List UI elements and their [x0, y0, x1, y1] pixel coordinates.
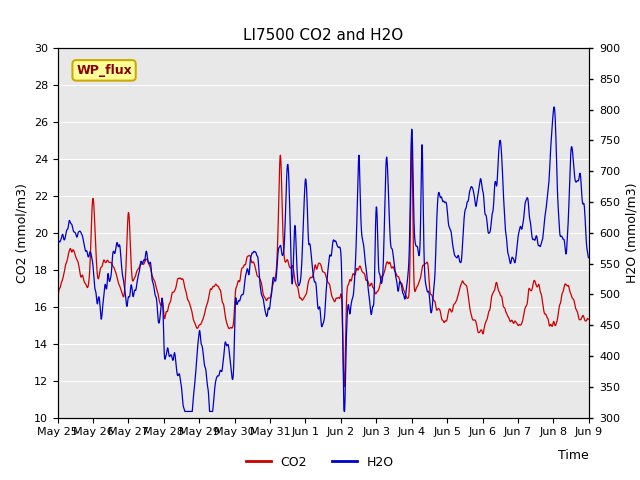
Y-axis label: CO2 (mmol/m3): CO2 (mmol/m3)	[15, 183, 28, 283]
Text: Time: Time	[558, 449, 589, 462]
Text: WP_flux: WP_flux	[76, 64, 132, 77]
Legend: CO2, H2O: CO2, H2O	[241, 451, 399, 474]
Y-axis label: H2O (mmol/m3): H2O (mmol/m3)	[626, 182, 639, 283]
Title: LI7500 CO2 and H2O: LI7500 CO2 and H2O	[243, 28, 403, 43]
